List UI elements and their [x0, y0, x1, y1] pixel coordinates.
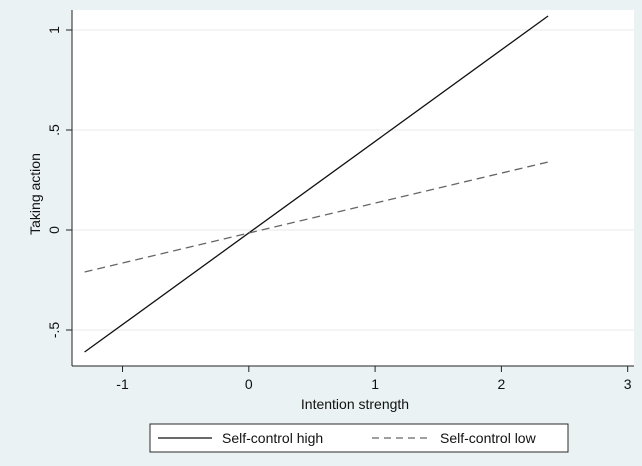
axes: -.5 0 .5 1 -1 0 1 2 3 [46, 10, 634, 392]
series-line-self-control-high [84, 15, 549, 353]
y-tick-label: 0 [46, 226, 62, 234]
x-axis-title: Intention strength [301, 396, 409, 412]
legend-box [149, 423, 569, 453]
x-tick-label: 0 [245, 376, 253, 392]
legend-label-self-control-low: Self-control low [440, 430, 537, 446]
y-tick-label: .5 [46, 124, 62, 136]
plot-area [72, 10, 634, 366]
series-line-self-control-low [84, 161, 549, 273]
x-tick-label: 2 [497, 376, 505, 392]
y-axis-title: Taking action [27, 153, 43, 235]
x-tick-label: -1 [116, 376, 129, 392]
legend: Self-control high Self-control low [149, 423, 569, 453]
legend-label-self-control-high: Self-control high [222, 430, 323, 446]
gridlines [72, 29, 634, 331]
y-tick-label: -.5 [46, 322, 62, 339]
y-tick-label: 1 [46, 26, 62, 34]
x-tick-label: 3 [624, 376, 632, 392]
x-tick-label: 1 [371, 376, 379, 392]
series-lines [84, 15, 549, 353]
